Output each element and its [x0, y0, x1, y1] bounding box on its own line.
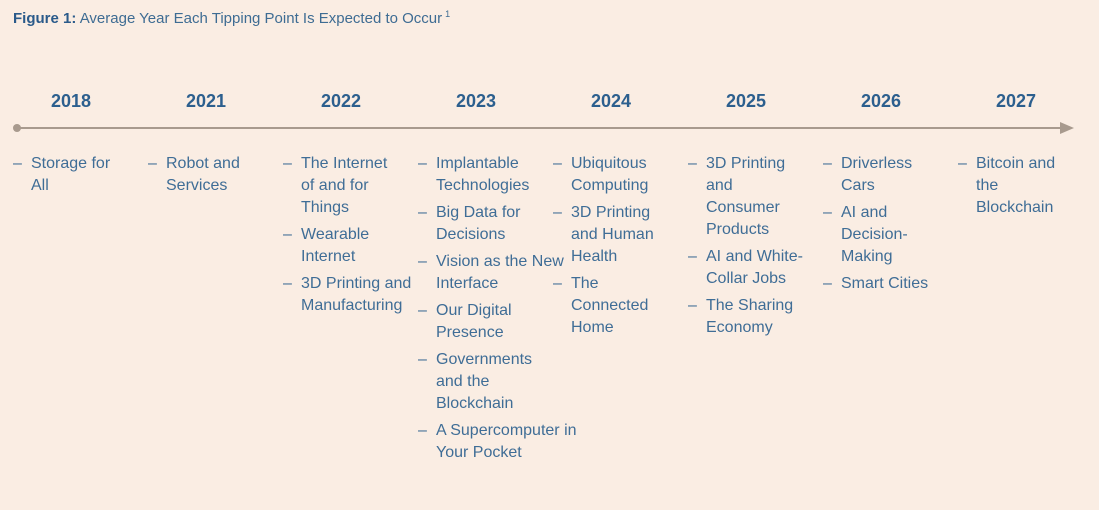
year-label-2018: 2018: [50, 91, 92, 111]
list-item: – Bitcoin and the Blockchain: [958, 155, 1056, 216]
list-item: – Driverless Cars: [823, 155, 913, 194]
list-item: – Storage for All: [13, 155, 111, 194]
figure-title-text: Average Year Each Tipping Point Is Expec…: [79, 10, 443, 27]
figure-label: Figure 1:: [13, 10, 77, 27]
timeline-start-dot: [13, 124, 21, 132]
list-item: – Implantable Technologies: [418, 155, 530, 194]
year-label-2024: 2024: [590, 91, 632, 111]
list-item: –3D Printing and Consumer Products: [688, 155, 786, 238]
list-item: – Ubiquitous Computing: [553, 155, 649, 194]
list-item: –3D Printing and Manufacturing: [283, 275, 412, 314]
year-label-2021: 2021: [185, 91, 227, 111]
footnote-marker: 1: [445, 9, 451, 19]
timeline-axis: [0, 116, 1099, 140]
list-item: – Our Digital Presence: [418, 302, 512, 341]
column-2027: – Bitcoin and the Blockchain: [958, 153, 1076, 224]
column-2025: –3D Printing and Consumer Products – AI a…: [688, 153, 806, 344]
list-item: – Smart Cities: [823, 275, 929, 292]
list-item: – Wearable Internet: [283, 226, 370, 265]
year-label-2027: 2027: [995, 91, 1037, 111]
year-label-2025: 2025: [725, 91, 767, 111]
list-item: – The Internet of and for Things: [283, 155, 388, 216]
list-item: – Big Data for Decisions: [418, 204, 521, 243]
column-2024: – Ubiquitous Computing –3D Printing and H…: [553, 153, 671, 344]
figure-title: Figure 1: Average Year Each Tipping Poin…: [13, 9, 450, 27]
year-label-2022: 2022: [320, 91, 362, 111]
timeline-arrowhead: [1060, 122, 1074, 134]
list-item: – A Supercomputer in Your Pocket: [418, 422, 577, 461]
list-item: –3D Printing and Human Health: [553, 204, 654, 265]
column-2026: – Driverless Cars – AI and Decision-Making…: [823, 153, 941, 300]
column-2023: – Implantable Technologies – Big Data for …: [418, 153, 578, 469]
year-label-2026: 2026: [860, 91, 902, 111]
year-label-2023: 2023: [455, 91, 497, 111]
column-2021: – Robot and Services: [148, 153, 266, 202]
list-item: – AI and Decision-Making: [823, 204, 908, 265]
list-item: – The Sharing Economy: [688, 297, 794, 336]
year-labels: 2018 2021 2022 2023 2024 2025 2026 2027: [0, 91, 1099, 115]
list-item: – Robot and Services: [148, 155, 240, 194]
list-item: – Governments and the Blockchain: [418, 351, 533, 412]
list-item: – The Connected Home: [553, 275, 649, 336]
list-item: – AI and White-Collar Jobs: [688, 248, 803, 287]
column-2018: – Storage for All: [13, 153, 131, 202]
list-item: – Vision as the New Interface: [418, 253, 564, 292]
column-2022: – The Internet of and for Things – Wearabl…: [283, 153, 418, 322]
